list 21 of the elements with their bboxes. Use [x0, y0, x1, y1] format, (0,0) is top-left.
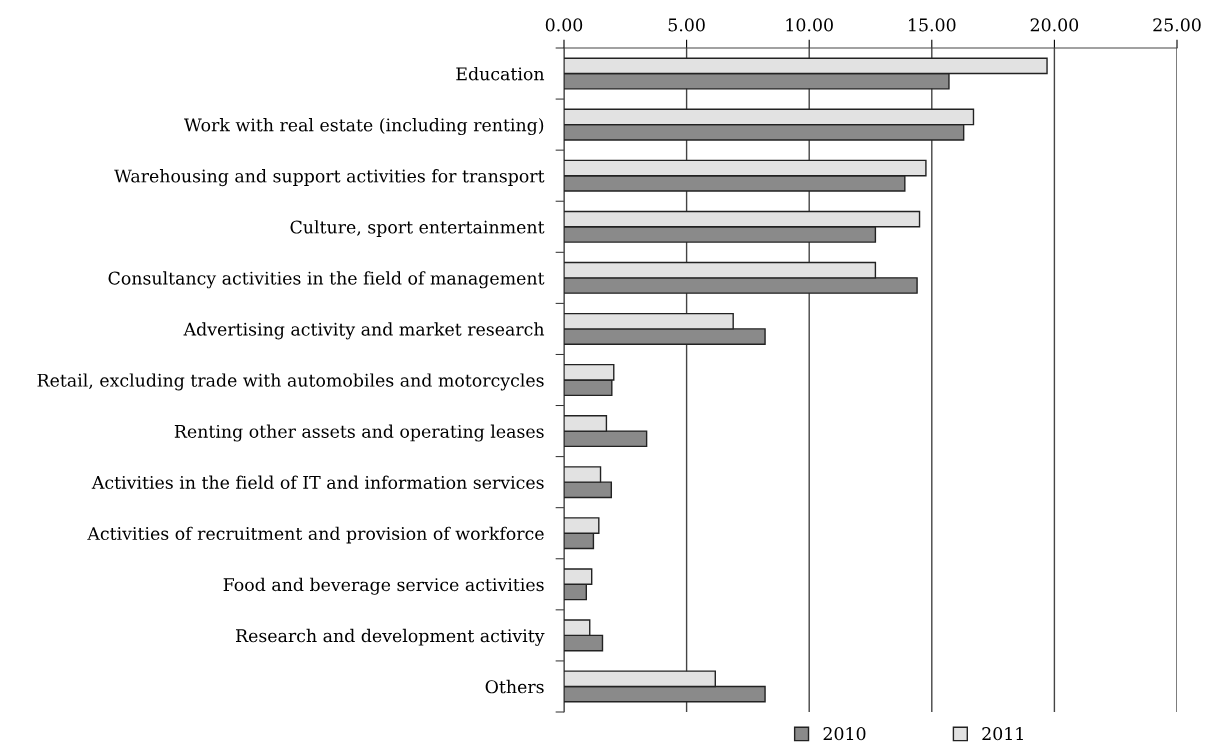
- y-tick-label: Warehousing and support activities for transport: [114, 169, 545, 187]
- y-tick-label: Research and development activity: [235, 628, 545, 646]
- y-tick-label: Work with real estate (including renting): [184, 118, 544, 136]
- y-tick-label: Activities of recruitment and provision of workforce: [87, 526, 544, 544]
- x-tick-label: 20.00: [1030, 18, 1079, 32]
- y-tick-label: Education: [456, 66, 545, 81]
- y-tick-label: Food and beverage service activities: [223, 577, 544, 595]
- y-tick-label: Retail, excluding trade with automobiles and motorcycles: [37, 373, 544, 391]
- x-tick-label: 5.00: [668, 18, 705, 32]
- y-tick-label: Advertising activity and market research: [183, 322, 545, 340]
- legend-label: 2010: [823, 727, 866, 741]
- x-tick-label: 25.00: [1153, 18, 1201, 32]
- y-tick-label: Consultancy activities in the field of management: [108, 271, 545, 289]
- y-tick-label: Renting other assets and operating leases: [174, 424, 544, 442]
- x-tick-label: 10.00: [786, 18, 833, 32]
- y-tick-label: Others: [485, 679, 544, 694]
- x-tick-label: 15.00: [909, 18, 956, 32]
- x-tick-label: 0.00: [545, 18, 583, 32]
- y-tick-label: Culture, sport entertainment: [290, 220, 545, 237]
- legend-label: 2011: [982, 727, 1023, 741]
- y-tick-label: Activities in the field of IT and information services: [91, 475, 544, 489]
